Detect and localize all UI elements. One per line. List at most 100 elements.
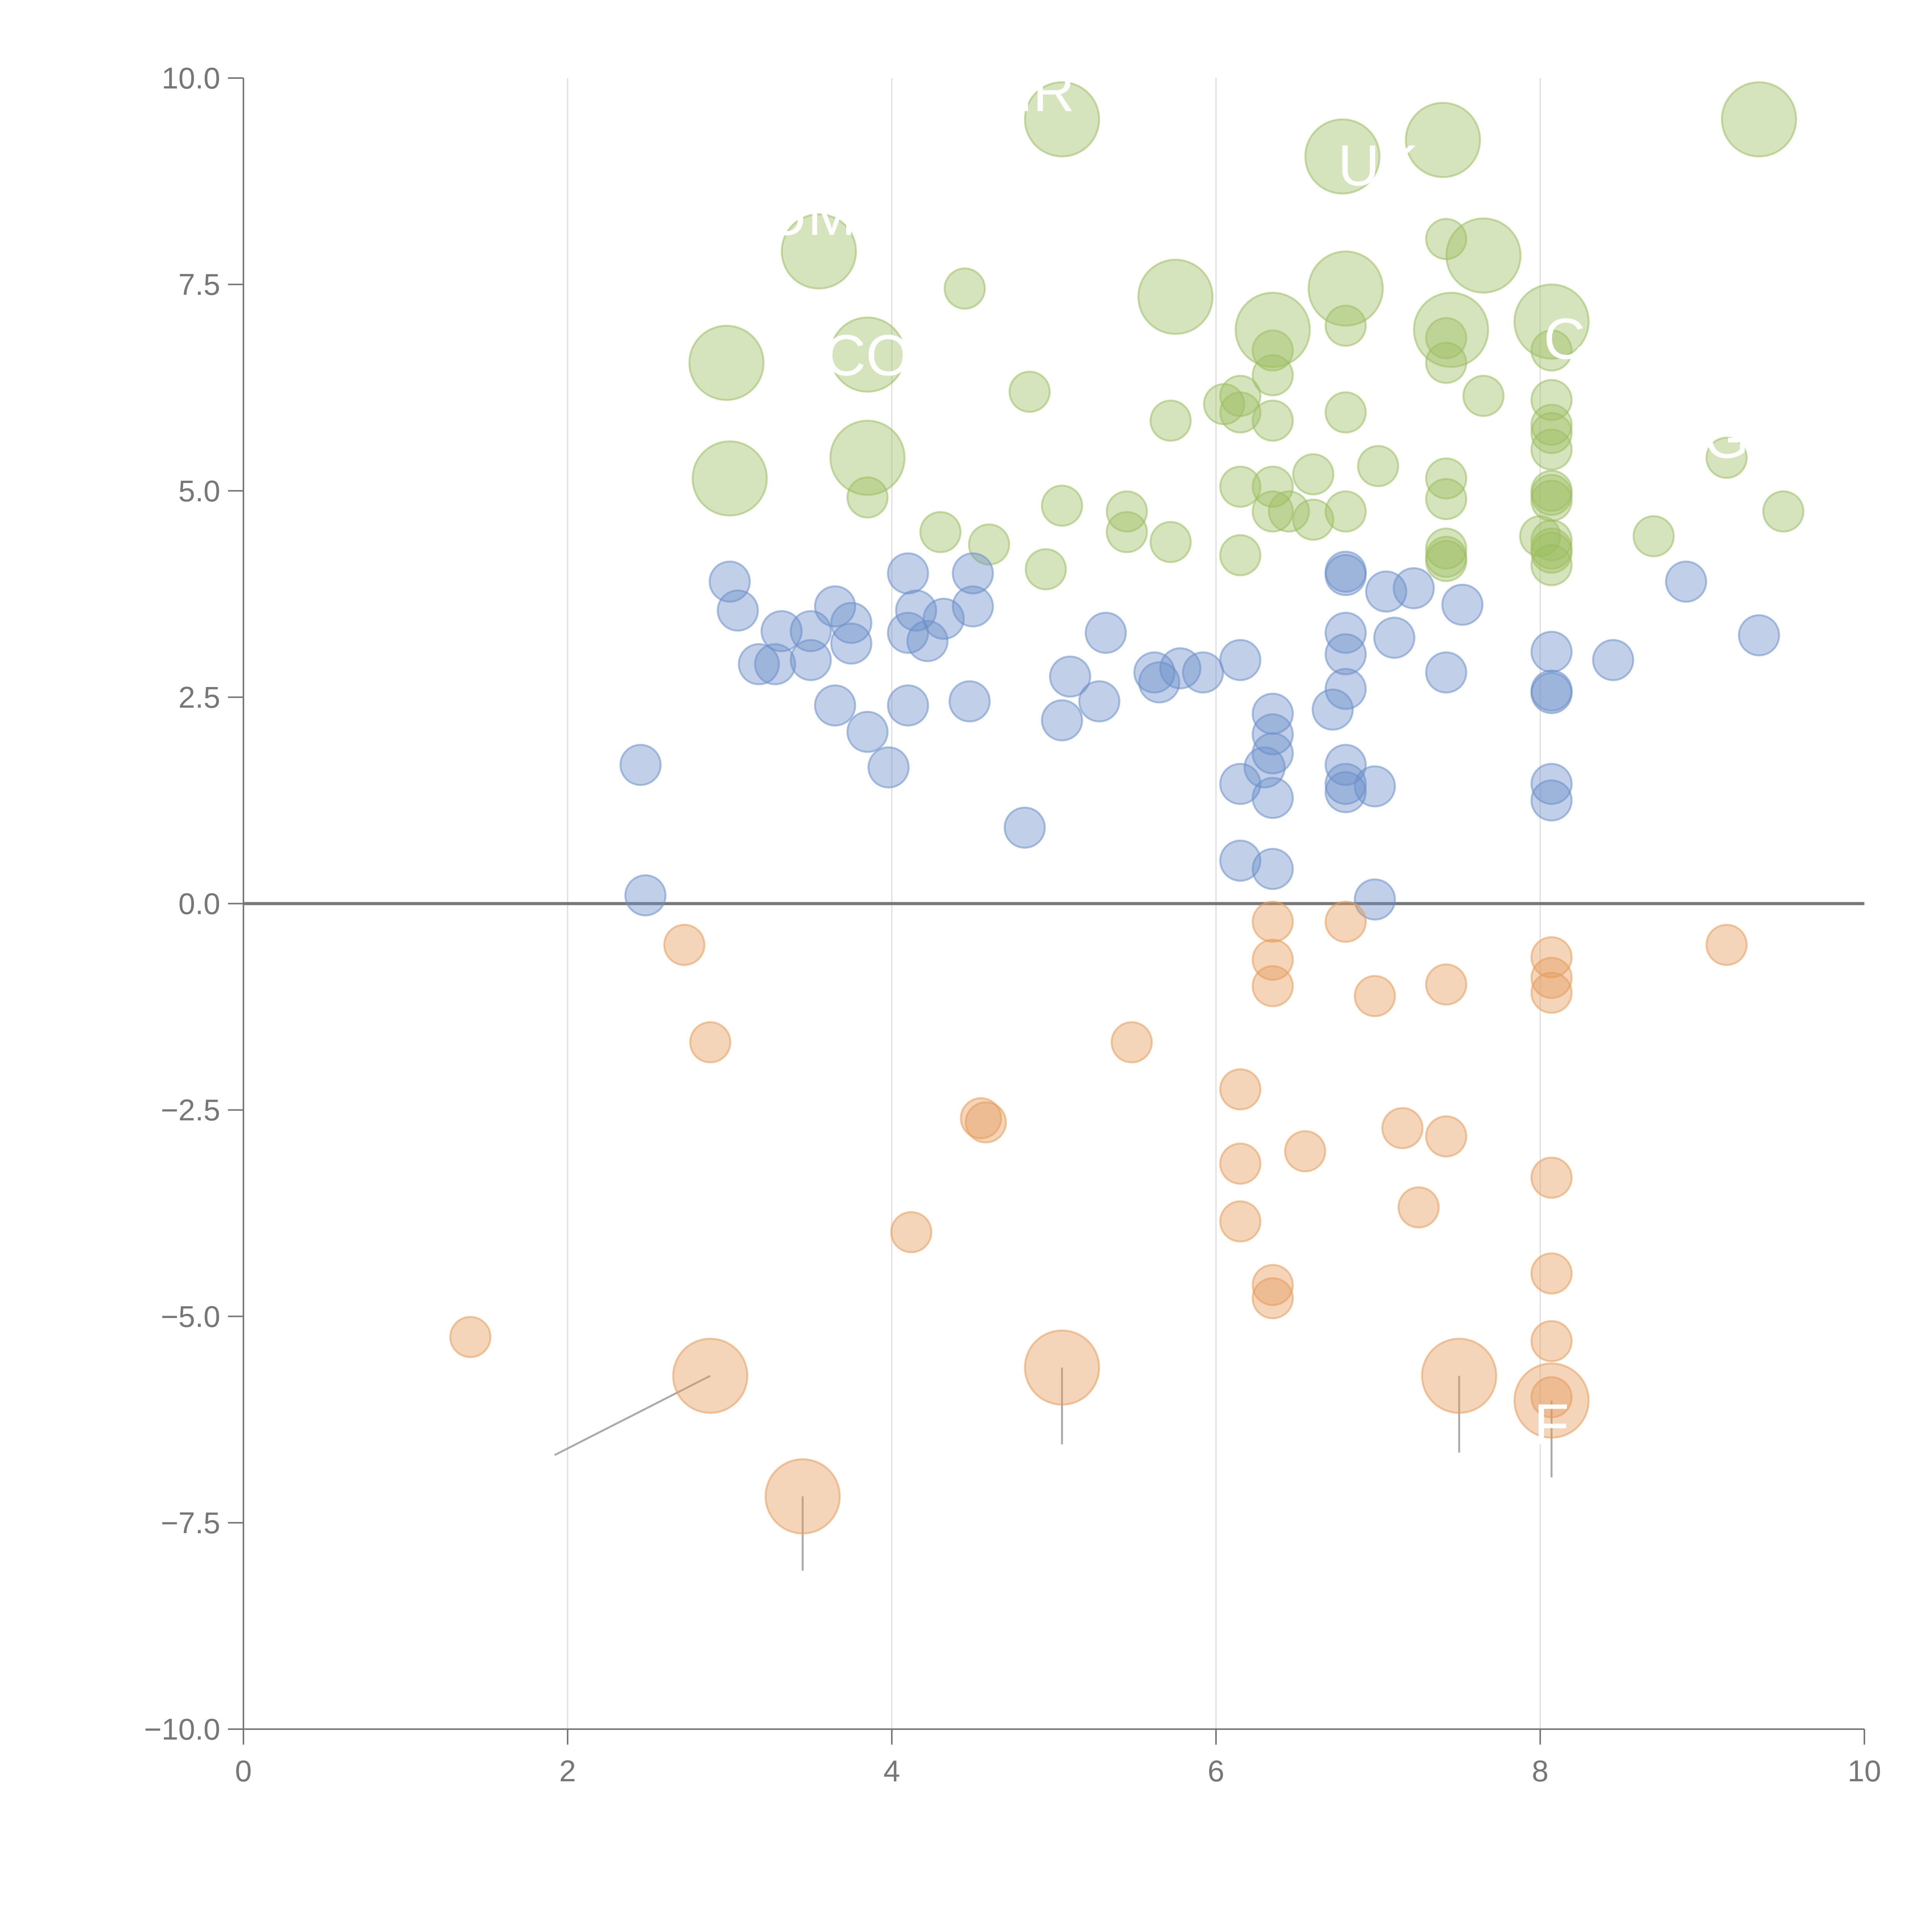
green-bubble bbox=[1721, 81, 1797, 158]
point-labels: MR UM CO UK C G F bbox=[766, 58, 1749, 1456]
green-bubble bbox=[1357, 445, 1399, 487]
green-bubble bbox=[1425, 478, 1468, 520]
label-leader-lines bbox=[554, 1367, 1553, 1571]
blue-bubble bbox=[1252, 732, 1294, 775]
blue-bubble bbox=[1159, 647, 1202, 690]
blue-bubble bbox=[906, 620, 949, 662]
green-bubble bbox=[1325, 304, 1367, 347]
orange-bubble bbox=[1252, 965, 1294, 1007]
orange-bubble bbox=[1252, 1277, 1294, 1320]
blue-bubble bbox=[1738, 614, 1780, 656]
orange-bubble bbox=[1252, 1264, 1294, 1306]
green-bubble bbox=[1762, 490, 1804, 533]
green-bubble bbox=[1425, 342, 1468, 384]
x-tick-label: 2 bbox=[559, 1754, 576, 1788]
blue-bubble bbox=[1252, 777, 1294, 819]
green-bubble bbox=[688, 325, 765, 401]
blue-bubble bbox=[952, 552, 994, 595]
orange-bubble bbox=[1530, 1320, 1573, 1362]
x-tick-label: 6 bbox=[1208, 1754, 1224, 1788]
green-bubble bbox=[1304, 118, 1381, 195]
green-bubble bbox=[781, 213, 857, 290]
y-axis-ticks: 10.0 7.5 5.0 2.5 0.0 −2.5 −5.0 −7.5 −10.… bbox=[144, 61, 243, 1746]
blue-bubble bbox=[1354, 765, 1396, 808]
orange-bubble bbox=[764, 1458, 841, 1535]
blue-bubble bbox=[830, 622, 872, 665]
leader-line bbox=[554, 1375, 711, 1456]
orange-bubble bbox=[1530, 957, 1573, 999]
orange-bubble bbox=[672, 1338, 748, 1414]
orange-bubble bbox=[663, 923, 706, 966]
green-bubble bbox=[1705, 437, 1748, 479]
blue-bubble bbox=[1530, 631, 1573, 673]
green-bubble bbox=[1530, 412, 1573, 454]
green-bubble bbox=[1530, 480, 1573, 522]
green-bubble bbox=[1252, 490, 1294, 533]
bubbles bbox=[449, 81, 1804, 1535]
green-bubble bbox=[1252, 354, 1294, 396]
green-bubble bbox=[1252, 466, 1294, 508]
orange-bubble bbox=[1425, 1115, 1468, 1158]
blue-bubble bbox=[619, 744, 662, 786]
y-tick-label: −5.0 bbox=[161, 1299, 220, 1333]
blue-bubble bbox=[814, 585, 856, 628]
blue-bubble bbox=[952, 585, 994, 628]
y-tick-label: 2.5 bbox=[179, 680, 220, 714]
green-bubble bbox=[1137, 259, 1214, 335]
green-bubble bbox=[1633, 515, 1675, 558]
blue-bubble bbox=[1365, 570, 1407, 613]
blue-bubble bbox=[1373, 617, 1415, 659]
blue-bubble bbox=[1219, 639, 1262, 681]
orange-bubble bbox=[1513, 1362, 1590, 1439]
blue-bubble bbox=[1311, 688, 1354, 731]
blue-bubble bbox=[1219, 763, 1262, 805]
green-bubble bbox=[692, 440, 768, 517]
green-bubble bbox=[1325, 391, 1367, 434]
green-bubble bbox=[1425, 218, 1468, 260]
y-tick-label: 5.0 bbox=[179, 474, 220, 508]
green-bubble bbox=[1445, 217, 1522, 294]
blue-bubble bbox=[1393, 567, 1435, 609]
blue-bubble bbox=[887, 684, 929, 727]
blue-bubble bbox=[1003, 806, 1046, 849]
blue-bubble bbox=[1530, 672, 1573, 714]
x-tick-label: 0 bbox=[235, 1754, 252, 1788]
blue-bubble bbox=[1078, 680, 1121, 723]
blue-bubble bbox=[738, 643, 780, 685]
blue-bubble bbox=[709, 560, 751, 603]
blue-bubble bbox=[1325, 612, 1367, 654]
blue-bubble bbox=[1041, 699, 1083, 742]
orange-bubble bbox=[1219, 1200, 1262, 1243]
orange-bubble bbox=[1421, 1338, 1497, 1414]
blue-bubble bbox=[1592, 639, 1634, 681]
orange-bubble bbox=[1381, 1107, 1423, 1150]
green-bubble bbox=[1308, 250, 1384, 327]
blue-bubble bbox=[1252, 848, 1294, 890]
green-bubble bbox=[829, 316, 906, 393]
green-bubble bbox=[1252, 329, 1294, 372]
y-tick-label: 7.5 bbox=[179, 267, 220, 301]
y-tick-label: −2.5 bbox=[161, 1093, 220, 1127]
blue-bubble bbox=[1325, 668, 1367, 710]
green-bubble bbox=[1530, 428, 1573, 471]
blue-bubble bbox=[1530, 763, 1573, 805]
blue-bubble bbox=[814, 684, 856, 727]
blue-bubble bbox=[1252, 713, 1294, 756]
green-bubble bbox=[1268, 490, 1310, 533]
x-tick-label: 8 bbox=[1532, 1754, 1548, 1788]
x-axis-ticks: 0 2 4 6 8 10 bbox=[235, 1729, 1881, 1788]
green-bubble bbox=[846, 476, 889, 519]
blue-bubble bbox=[1441, 583, 1484, 626]
green-bubble bbox=[1405, 102, 1481, 178]
orange-bubble bbox=[1397, 1186, 1440, 1229]
point-label: F bbox=[1534, 1392, 1570, 1457]
green-bubble bbox=[829, 420, 906, 496]
orange-bubble bbox=[1354, 975, 1396, 1017]
y-tick-label: −10.0 bbox=[144, 1712, 220, 1746]
green-bubble bbox=[1462, 375, 1505, 417]
blue-bubble bbox=[624, 874, 667, 917]
green-bubble bbox=[1530, 544, 1573, 587]
y-tick-label: 10.0 bbox=[162, 61, 220, 95]
green-bubble bbox=[1425, 540, 1468, 582]
